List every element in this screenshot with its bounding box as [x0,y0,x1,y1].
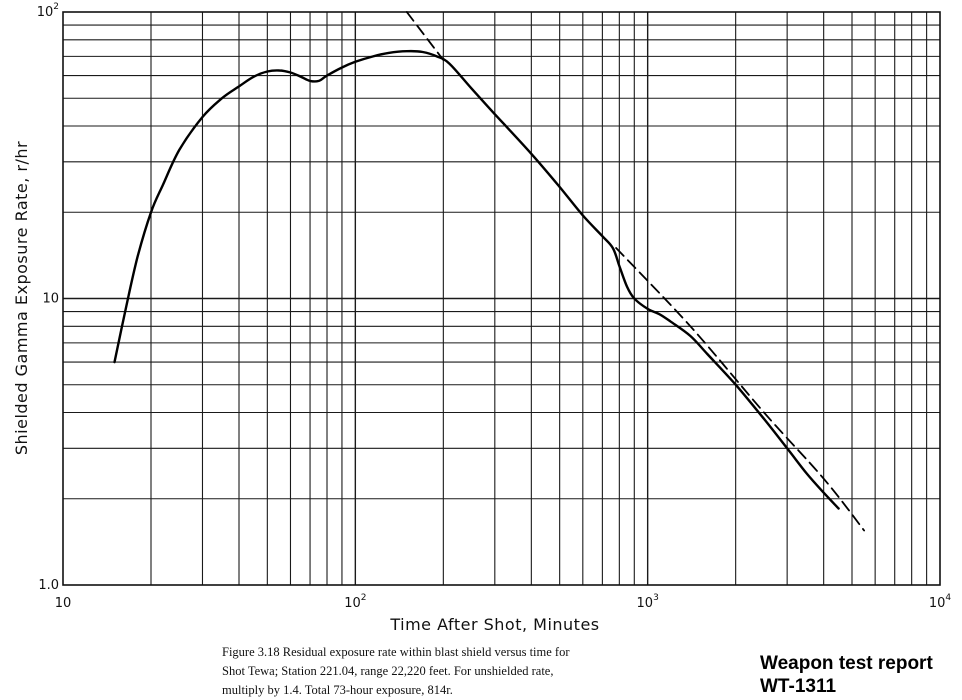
plot-frame [62,11,941,586]
caption-line: Figure 3.18 Residual exposure rate withi… [222,645,570,659]
grid-lines [63,12,940,585]
y-tick-label: 102 [37,2,59,20]
x-axis-title: Time After Shot, Minutes [389,615,599,634]
y-tick-labels: 1.0 10 102 [37,2,59,593]
report-label: Weapon test report WT-1311 [760,652,933,698]
y-tick-label: 10 [42,292,59,307]
caption-line: Shot Tewa; Station 221.04, range 22,220 … [222,664,554,678]
y-tick-label: 1.0 [38,578,59,593]
series-layer [113,11,865,532]
x-tick-labels: 10 102 103 104 [55,593,952,611]
figure-caption: Figure 3.18 Residual exposure rate withi… [222,643,752,700]
x-tick-label: 102 [344,593,366,611]
y-axis-title: Shielded Gamma Exposure Rate, r/hr [12,141,31,455]
report-title: Weapon test report [760,653,933,674]
x-tick-label: 103 [637,593,659,611]
chart: 10 102 103 104 1.0 10 102 Time After Shot, Mi… [12,2,952,634]
dashed-fit-line [615,247,865,532]
x-tick-label: 10 [55,596,72,611]
x-tick-label: 104 [929,593,952,611]
caption-line: multiply by 1.4. Total 73-hour exposure,… [222,683,453,697]
exposure-rate-curve [113,49,840,510]
dashed-fit-line [405,11,445,61]
report-number: WT-1311 [760,676,837,697]
